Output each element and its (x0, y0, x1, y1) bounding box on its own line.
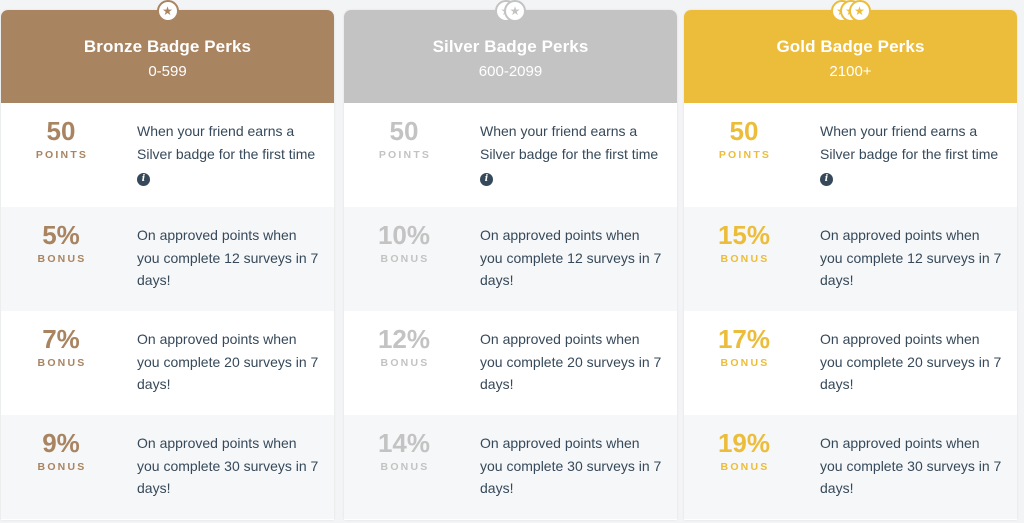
card-points-range: 0-599 (148, 63, 187, 80)
card-points-range: 600-2099 (478, 63, 543, 80)
perk-description: On approved points when you complete 12 … (480, 227, 662, 288)
perk-value: 50 (389, 116, 419, 146)
perk-row: 50 POINTS When your friend earns a Silver… (344, 103, 677, 207)
perk-row: 7% BONUS On approved points when you comp… (1, 311, 334, 415)
perk-row: 9% BONUS On approved points when you comp… (1, 415, 334, 519)
perk-value: 14% (377, 428, 431, 458)
star-coin-icon: ★ (504, 0, 526, 22)
perk-unit: POINTS (718, 149, 772, 161)
perk-row: 17% BONUS On approved points when you com… (684, 311, 1017, 415)
star-coin-icon: ★ (848, 0, 871, 22)
card-title: Silver Badge Perks (432, 37, 589, 56)
info-icon[interactable]: i (480, 173, 493, 186)
bronze-card-header: ★ Bronze Badge Perks 0-599 (1, 0, 334, 103)
perk-description: When your friend earns a Silver badge fo… (820, 123, 999, 162)
perk-unit: BONUS (720, 461, 770, 473)
bronze-badge-icon: ★ (156, 0, 179, 24)
perk-value: 50 (729, 116, 759, 146)
star-coin-icon: ★ (156, 0, 179, 22)
perk-row: 19% BONUS On approved points when you com… (684, 415, 1017, 519)
perk-unit: BONUS (380, 357, 430, 369)
perk-value: 50 (46, 116, 76, 146)
perk-row: 15% BONUS On approved points when you com… (684, 207, 1017, 311)
perk-value: 17% (717, 324, 771, 354)
perk-description: When your friend earns a Silver badge fo… (480, 123, 659, 162)
perk-unit: BONUS (380, 461, 430, 473)
silver-card-header: ★★ Silver Badge Perks 600-2099 (344, 0, 677, 103)
perk-value: 15% (717, 220, 771, 250)
perk-description: On approved points when you complete 30 … (137, 435, 319, 496)
perk-row: 12% BONUS On approved points when you com… (344, 311, 677, 415)
perk-description: On approved points when you complete 12 … (820, 227, 1002, 288)
info-icon[interactable]: i (820, 173, 833, 186)
card-title: Gold Badge Perks (776, 37, 925, 56)
perk-row: 14% BONUS On approved points when you com… (344, 415, 677, 519)
silver-badge-icon: ★★ (495, 0, 526, 24)
perk-row: 50 POINTS When your friend earns a Silver… (684, 103, 1017, 207)
silver-perks-card: ★★ Silver Badge Perks 600-2099 50 POINTS … (344, 0, 677, 520)
perk-unit: POINTS (35, 149, 89, 161)
perk-value: 12% (377, 324, 431, 354)
info-icon[interactable]: i (137, 173, 150, 186)
perk-description: On approved points when you complete 20 … (137, 331, 319, 392)
perk-unit: BONUS (37, 253, 87, 265)
perk-unit: BONUS (37, 461, 87, 473)
gold-badge-icon: ★★★ (830, 0, 871, 24)
perk-row: 10% BONUS On approved points when you com… (344, 207, 677, 311)
perk-unit: POINTS (378, 149, 432, 161)
perk-description: On approved points when you complete 30 … (820, 435, 1002, 496)
perk-row: 50 POINTS When your friend earns a Silver… (1, 103, 334, 207)
gold-card-header: ★★★ Gold Badge Perks 2100+ (684, 0, 1017, 103)
perk-description: On approved points when you complete 12 … (137, 227, 319, 288)
perk-value: 9% (42, 428, 80, 458)
perk-row: 5% BONUS On approved points when you comp… (1, 207, 334, 311)
perk-description: When your friend earns a Silver badge fo… (137, 123, 316, 162)
perk-description: On approved points when you complete 30 … (480, 435, 662, 496)
gold-perks-card: ★★★ Gold Badge Perks 2100+ 50 POINTS When… (684, 0, 1017, 520)
perk-description: On approved points when you complete 20 … (820, 331, 1002, 392)
perk-value: 5% (42, 220, 80, 250)
perk-unit: BONUS (720, 253, 770, 265)
perk-value: 7% (42, 324, 80, 354)
card-title: Bronze Badge Perks (83, 37, 252, 56)
perk-unit: BONUS (37, 357, 87, 369)
bronze-perks-card: ★ Bronze Badge Perks 0-599 50 POINTS When… (1, 0, 334, 520)
perk-description: On approved points when you complete 20 … (480, 331, 662, 392)
perk-value: 19% (717, 428, 771, 458)
perk-unit: BONUS (720, 357, 770, 369)
perk-unit: BONUS (380, 253, 430, 265)
perk-value: 10% (377, 220, 431, 250)
card-points-range: 2100+ (829, 63, 872, 80)
